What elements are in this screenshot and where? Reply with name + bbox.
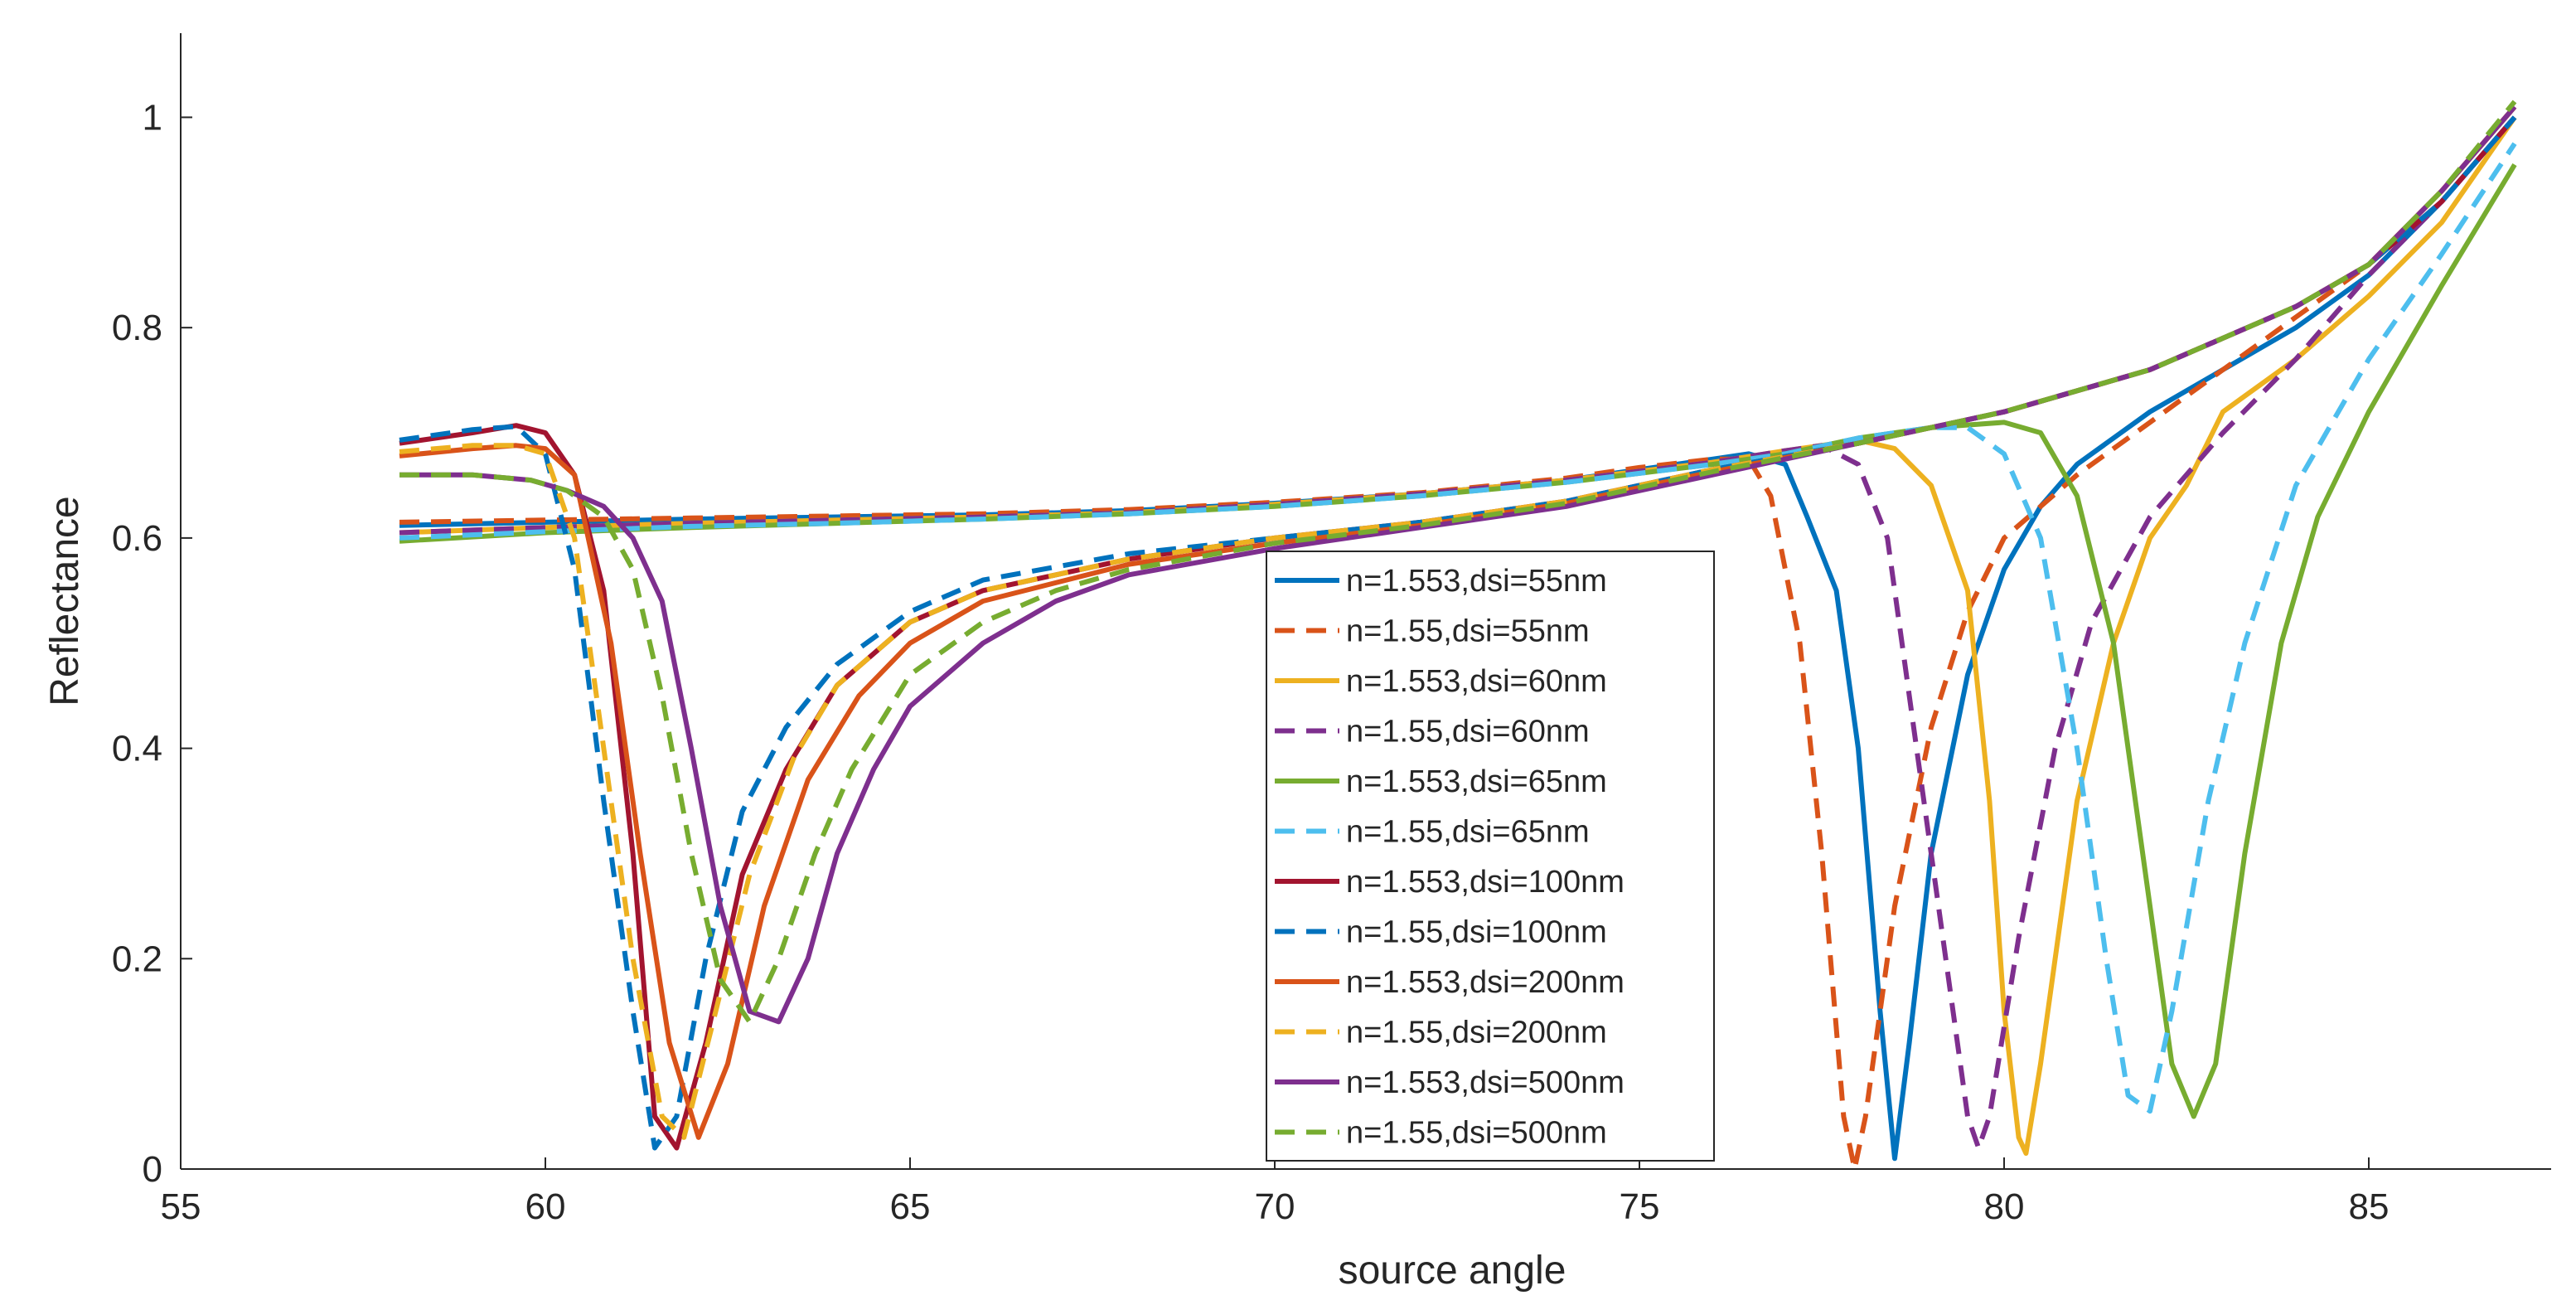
legend-label: n=1.553,dsi=200nm	[1346, 965, 1625, 1000]
y-tick-label: 0.4	[112, 729, 162, 769]
legend-box	[1266, 551, 1715, 1162]
y-tick-label: 0.8	[112, 308, 162, 348]
legend-label: n=1.553,dsi=65nm	[1346, 764, 1607, 799]
y-tick-label: 0.2	[112, 939, 162, 979]
x-tick-label: 60	[525, 1186, 566, 1227]
legend-label: n=1.553,dsi=60nm	[1346, 664, 1607, 699]
series-line-5	[399, 142, 2517, 1114]
legend-label: n=1.553,dsi=55nm	[1346, 564, 1607, 599]
legend-label: n=1.553,dsi=500nm	[1346, 1065, 1625, 1100]
x-tick-label: 70	[1255, 1186, 1295, 1227]
legend-label: n=1.55,dsi=200nm	[1346, 1016, 1607, 1050]
x-tick-label: 75	[1620, 1186, 1660, 1227]
axes	[180, 33, 2551, 1170]
legend: n=1.553,dsi=55nm n=1.55,dsi=55nm n=1.553,d…	[1266, 551, 1715, 1162]
legend-label: n=1.553,dsi=100nm	[1346, 865, 1625, 900]
series-line-3	[399, 115, 2517, 1151]
y-tick-label: 0	[143, 1149, 162, 1190]
y-tick-label: 1	[143, 97, 162, 138]
x-tick-label: 55	[161, 1186, 201, 1227]
x-axis-label: source angle	[1339, 1249, 1566, 1293]
y-tick-label: 0.6	[112, 518, 162, 559]
x-tick-label: 80	[1984, 1186, 2025, 1227]
legend-label: n=1.55,dsi=100nm	[1346, 915, 1607, 950]
legend-label: n=1.55,dsi=65nm	[1346, 815, 1590, 850]
legend-label: n=1.55,dsi=60nm	[1346, 715, 1590, 750]
legend-label: n=1.55,dsi=55nm	[1346, 614, 1590, 649]
x-tick-label: 65	[890, 1186, 931, 1227]
x-tick-label: 85	[2349, 1186, 2390, 1227]
series-line-11	[399, 99, 2517, 1025]
legend-label: n=1.55,dsi=500nm	[1346, 1116, 1607, 1151]
y-axis-label: Reflectance	[43, 496, 87, 706]
series-line-1	[399, 104, 2517, 1169]
series-layer	[399, 99, 2517, 1169]
ticks: 55 60 65 70 75 80 85 0 0.2 0.4 0.6 0.8 1	[112, 97, 2390, 1227]
